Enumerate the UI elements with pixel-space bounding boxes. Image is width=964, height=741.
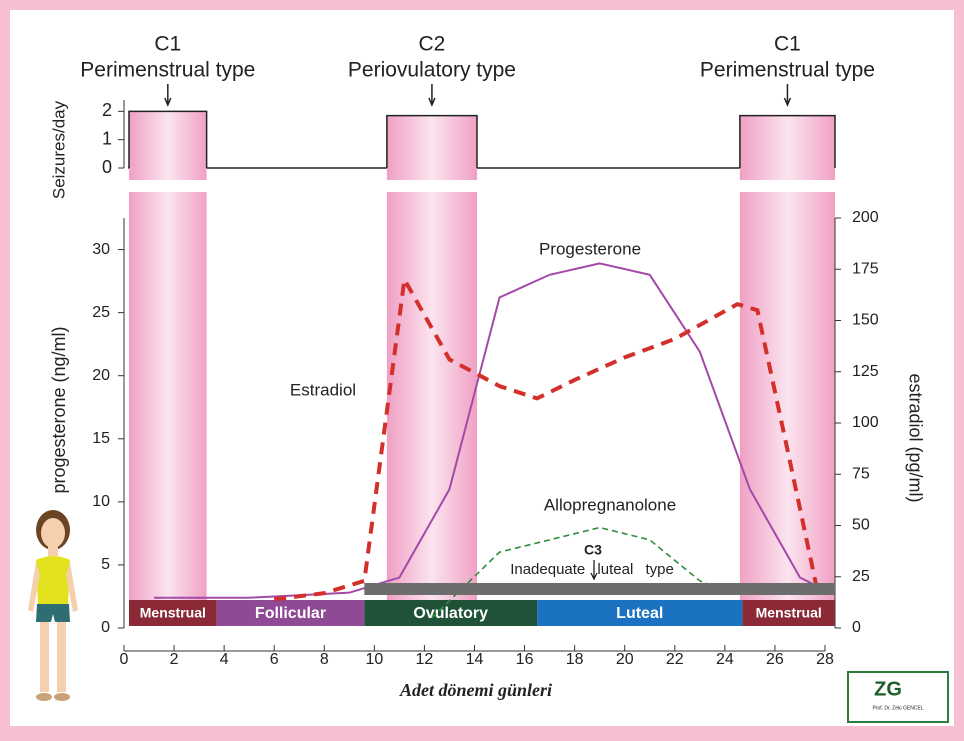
series-label: Allopregnanolone (544, 495, 676, 514)
series-line (154, 262, 826, 599)
x-tick-label: 24 (716, 651, 734, 668)
band-column (386, 192, 478, 600)
y-tick-label: 1 (102, 128, 112, 148)
y-tick-label: 25 (92, 304, 110, 321)
series-line (273, 273, 820, 602)
y-tick-label: 10 (92, 493, 110, 510)
annotation-code: C3 (584, 542, 602, 558)
y2-tick-label: 75 (852, 465, 870, 482)
band-column (739, 192, 836, 600)
phase-bar (129, 600, 217, 626)
arrow (428, 84, 436, 107)
x-tick-label: 14 (466, 651, 484, 668)
x-tick-label: 18 (566, 651, 584, 668)
y-tick-label: 0 (101, 619, 110, 636)
y2-axis-label: estradiol (pg/ml) (905, 373, 925, 502)
x-axis-label: Adet dönemi günleri (399, 680, 552, 700)
x-tick-label: 28 (816, 651, 834, 668)
y-tick-label: 30 (92, 241, 110, 258)
x-tick-label: 10 (365, 651, 383, 668)
band-label: Perimenstrual type (80, 59, 255, 82)
band-code: C1 (154, 33, 181, 56)
y2-tick-label: 0 (852, 619, 861, 636)
y-tick-label: 2 (102, 100, 112, 120)
seizure-band (386, 115, 478, 180)
logo-mark: ZG (874, 678, 902, 700)
band-label: Periovulatory type (348, 59, 516, 82)
y-tick-label: 20 (92, 367, 110, 384)
phase-label: Menstrual (756, 605, 822, 621)
x-tick-label: 6 (270, 651, 279, 668)
y2-tick-label: 175 (852, 260, 879, 277)
y2-tick-label: 150 (852, 312, 879, 329)
seizure-step (128, 110, 208, 168)
series-label: Progesterone (539, 239, 641, 258)
x-tick-label: 20 (616, 651, 634, 668)
logo: ZG Prof. Dr. Zeki GENCEL (847, 671, 949, 723)
phase-label: Luteal (616, 605, 663, 622)
y2-tick-label: 50 (852, 517, 870, 534)
seizure-band (739, 115, 836, 180)
y-tick-label: 5 (101, 556, 110, 573)
y2-tick-label: 125 (852, 363, 879, 380)
annotation-bar (364, 583, 836, 595)
x-tick-label: 8 (320, 651, 329, 668)
arrow (783, 84, 792, 107)
x-tick-label: 2 (170, 651, 179, 668)
woman-illustration (28, 510, 78, 701)
x-tick-label: 22 (666, 651, 684, 668)
annotation-label: Inadequate luteal type (510, 561, 674, 578)
x-tick-label: 16 (516, 651, 534, 668)
series-line (431, 526, 726, 619)
band-column (129, 192, 207, 600)
y-axis-label: progesterone (ng/ml) (49, 326, 69, 493)
seizure-step (386, 114, 478, 168)
y-tick-label: 0 (102, 157, 112, 177)
y2-tick-label: 25 (852, 568, 870, 585)
phase-label: Menstrual (140, 605, 206, 621)
band-code: C1 (774, 33, 801, 56)
phase-bar (537, 600, 743, 626)
arrow (590, 560, 598, 581)
x-tick-label: 12 (416, 651, 434, 668)
y-tick-label: 15 (92, 430, 110, 447)
y2-tick-label: 200 (852, 209, 879, 226)
seizure-band (129, 111, 207, 180)
phase-bar (742, 600, 836, 626)
x-tick-label: 0 (120, 651, 129, 668)
band-code: C2 (419, 33, 446, 56)
x-tick-label: 4 (220, 651, 229, 668)
phase-label: Follicular (255, 605, 326, 622)
phase-label: Ovulatory (413, 605, 488, 622)
y2-tick-label: 100 (852, 414, 879, 431)
band-label: Perimenstrual type (700, 59, 875, 82)
x-tick-label: 26 (766, 651, 784, 668)
y-axis-label: Seizures/day (49, 100, 68, 199)
phase-bar (216, 600, 365, 626)
seizure-step (739, 114, 836, 168)
arrow (164, 84, 172, 107)
phase-bar (364, 600, 538, 626)
series-label: Estradiol (290, 380, 356, 399)
logo-caption: Prof. Dr. Zeki GENCEL (872, 705, 923, 711)
